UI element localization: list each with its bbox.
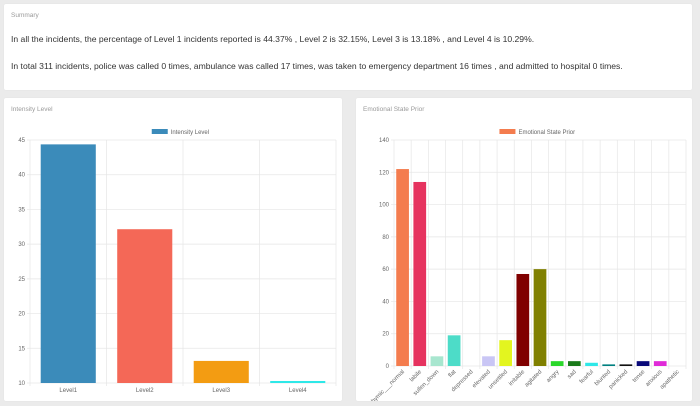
bar-level1 [40, 144, 96, 383]
bar-anxious [653, 361, 667, 366]
legend-swatch [151, 129, 168, 134]
y-tick-label: 40 [382, 299, 389, 305]
y-tick-label: 10 [18, 381, 25, 387]
y-tick-label: 60 [382, 267, 389, 273]
bar-fearful [585, 362, 598, 366]
x-tick-label: Level4 [289, 388, 307, 394]
bar-agitated [533, 269, 547, 366]
intensity-level-chart: Intensity Level 10 15 20 25 30 35 40 45 Level1 Lev… [18, 129, 337, 394]
y-tick-label: 25 [18, 277, 25, 283]
bar-elevated [482, 356, 495, 366]
y-tick-label: 40 [18, 173, 25, 179]
x-tick-label: Level2 [136, 388, 154, 394]
bar-sad [567, 361, 581, 366]
bar-level4 [270, 380, 326, 383]
x-tick-label: agitated [524, 369, 543, 388]
bar-unsettled [499, 340, 513, 366]
emotional-state-chart: Emotional State Prior 0 20 40 60 80 100 120 140 e… [365, 129, 687, 401]
x-tick-label: tense [632, 369, 647, 384]
summary-title: Summary [11, 12, 39, 19]
bar-irritable [516, 273, 530, 366]
y-tick-label: 30 [18, 242, 25, 248]
bar-flat [447, 335, 461, 366]
legend-label: Intensity Level [171, 130, 209, 136]
y-tick-label: 45 [18, 138, 25, 144]
intensity-level-card: Intensity Level Intensity Level 10 15 20 25 3… [4, 98, 342, 401]
bar-euthymic-normal [396, 169, 409, 366]
y-tick-label: 80 [382, 235, 389, 241]
x-tick-label: angry [546, 369, 561, 384]
x-tick-label: panicked [608, 369, 629, 390]
x-tick-label: Level3 [212, 388, 230, 394]
y-tick-label: 15 [18, 346, 25, 352]
x-tick-label: flat [448, 369, 458, 379]
bar-labile [413, 181, 427, 366]
bar-tense [636, 361, 650, 366]
x-tick-label: fearful [579, 369, 595, 385]
bar-blunted [602, 364, 616, 366]
bar-angry [550, 361, 564, 366]
y-tick-label: 120 [379, 170, 390, 176]
x-tick-label: labile [409, 369, 424, 384]
x-tick-label: euthymic___normal [365, 369, 406, 401]
y-tick-label: 35 [18, 207, 25, 213]
summary-totals-text: In total 311 incidents, police was calle… [11, 61, 623, 71]
x-tick-label: sad [567, 369, 578, 380]
bar-level3 [193, 360, 249, 383]
y-tick-label: 0 [386, 364, 390, 370]
summary-card: Summary In all the incidents, the percen… [4, 4, 692, 90]
y-tick-label: 140 [379, 138, 390, 144]
y-tick-label: 20 [18, 312, 25, 318]
y-tick-label: 100 [379, 203, 390, 209]
emotional-state-title: Emotional State Prior [363, 106, 425, 113]
legend-swatch [499, 129, 516, 134]
bar-panicked [619, 364, 633, 366]
x-tick-label: Level1 [59, 388, 77, 394]
summary-percentages-text: In all the incidents, the percentage of … [11, 34, 535, 44]
y-tick-label: 20 [382, 332, 389, 338]
bar-sullen-down [430, 356, 444, 366]
intensity-level-title: Intensity Level [11, 106, 53, 113]
bar-level2 [117, 229, 173, 383]
legend-label: Emotional State Prior [518, 130, 575, 136]
emotional-state-card: Emotional State Prior Emotional State Pr… [356, 98, 692, 401]
